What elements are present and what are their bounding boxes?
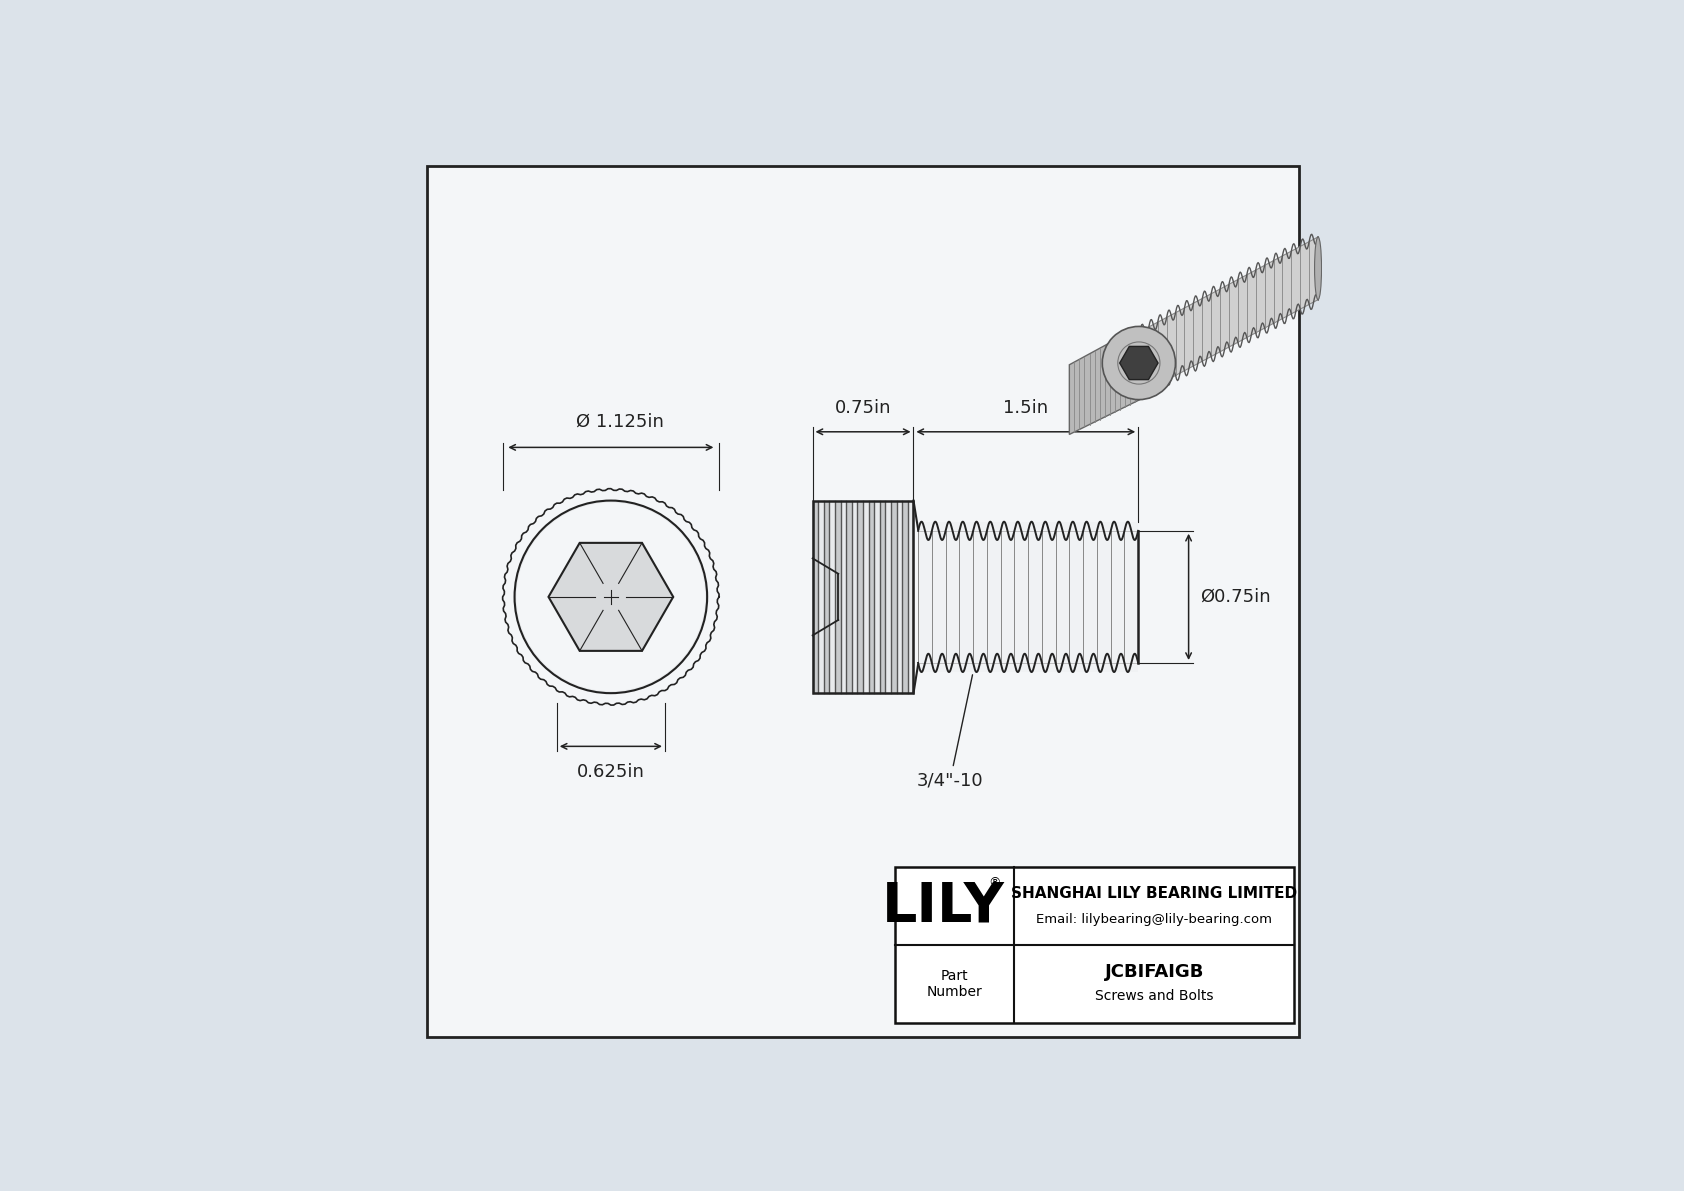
Text: LILY: LILY — [882, 879, 1005, 934]
Circle shape — [515, 500, 707, 693]
Bar — [896, 867, 1293, 1023]
Bar — [862, 500, 869, 693]
Bar — [835, 500, 840, 693]
Bar — [830, 500, 835, 693]
Bar — [818, 500, 823, 693]
Bar — [813, 500, 913, 693]
Bar — [847, 500, 852, 693]
Text: Screws and Bolts: Screws and Bolts — [1095, 990, 1214, 1003]
Text: Part
Number: Part Number — [926, 969, 983, 999]
Text: 0.75in: 0.75in — [835, 399, 891, 417]
Polygon shape — [549, 543, 674, 650]
Text: 3/4"-10: 3/4"-10 — [916, 675, 983, 790]
Bar — [857, 500, 862, 693]
Circle shape — [517, 503, 706, 691]
Bar — [840, 500, 847, 693]
Text: ®: ® — [989, 877, 1000, 888]
Text: 1.5in: 1.5in — [1004, 399, 1049, 417]
Bar — [879, 500, 886, 693]
Bar — [869, 500, 874, 693]
Text: 0.625in: 0.625in — [578, 763, 645, 781]
Bar — [813, 500, 818, 693]
Polygon shape — [1140, 237, 1319, 394]
Bar — [852, 500, 857, 693]
Bar — [886, 500, 891, 693]
Bar — [823, 500, 830, 693]
Text: SHANGHAI LILY BEARING LIMITED: SHANGHAI LILY BEARING LIMITED — [1010, 886, 1297, 902]
Text: Ø 1.125in: Ø 1.125in — [576, 413, 663, 431]
Bar — [896, 500, 903, 693]
Text: Email: lilybearing@lily-bearing.com: Email: lilybearing@lily-bearing.com — [1036, 912, 1271, 925]
Bar — [891, 500, 896, 693]
Bar — [908, 500, 913, 693]
Polygon shape — [1120, 347, 1159, 380]
Bar — [903, 500, 908, 693]
Bar — [918, 522, 1138, 672]
Polygon shape — [1069, 326, 1140, 435]
Bar — [896, 867, 1293, 1023]
Bar — [874, 500, 879, 693]
Ellipse shape — [1315, 237, 1322, 300]
Ellipse shape — [1103, 326, 1175, 400]
Text: JCBIFAIGB: JCBIFAIGB — [1105, 964, 1204, 981]
Bar — [813, 500, 913, 693]
Text: Ø0.75in: Ø0.75in — [1199, 588, 1270, 606]
